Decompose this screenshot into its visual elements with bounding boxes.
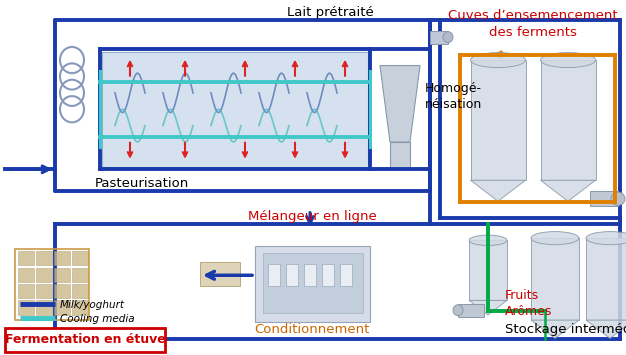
Text: Homogé-
néisation: Homogé- néisation: [425, 82, 482, 111]
Bar: [54, 251, 70, 266]
Text: Pasteurisation: Pasteurisation: [95, 177, 189, 190]
Text: Cooling media: Cooling media: [60, 314, 135, 324]
Bar: [18, 284, 34, 298]
Ellipse shape: [531, 231, 579, 245]
Ellipse shape: [453, 305, 463, 316]
Bar: [36, 284, 52, 298]
Bar: [72, 284, 88, 298]
Polygon shape: [531, 320, 579, 338]
Bar: [18, 251, 34, 266]
Text: Mélangeur en ligne: Mélangeur en ligne: [248, 210, 376, 223]
Ellipse shape: [586, 231, 626, 245]
Bar: [586, 238, 626, 320]
Text: Cuves d’ensemencement
des ferments: Cuves d’ensemencement des ferments: [448, 9, 618, 39]
Ellipse shape: [540, 53, 595, 67]
Polygon shape: [586, 320, 626, 338]
Bar: [322, 264, 334, 286]
Bar: [36, 300, 52, 315]
Bar: [72, 300, 88, 315]
Text: Fruits
Arômes: Fruits Arômes: [505, 289, 552, 318]
Bar: [469, 240, 507, 300]
Text: Fermentation en étuve: Fermentation en étuve: [4, 333, 165, 346]
Bar: [286, 264, 298, 286]
Bar: [255, 246, 370, 322]
Bar: [15, 249, 89, 320]
Bar: [36, 251, 52, 266]
Bar: [540, 60, 595, 180]
Bar: [340, 264, 352, 286]
Text: Lait prétraité: Lait prétraité: [287, 6, 373, 18]
Polygon shape: [471, 180, 525, 201]
Bar: [430, 31, 448, 44]
Bar: [590, 191, 618, 207]
Bar: [263, 253, 363, 313]
Bar: [72, 268, 88, 282]
Bar: [304, 264, 316, 286]
Bar: [471, 60, 525, 180]
Bar: [54, 268, 70, 282]
Ellipse shape: [443, 32, 453, 43]
Ellipse shape: [469, 235, 507, 246]
Bar: [458, 304, 484, 317]
Ellipse shape: [471, 53, 525, 67]
Bar: [36, 268, 52, 282]
Text: Conditionnement: Conditionnement: [254, 323, 370, 337]
Bar: [18, 268, 34, 282]
Polygon shape: [540, 180, 595, 201]
FancyBboxPatch shape: [5, 328, 165, 352]
Polygon shape: [380, 66, 420, 142]
Bar: [531, 238, 579, 320]
Polygon shape: [469, 300, 507, 315]
Bar: [200, 262, 240, 286]
Bar: [390, 142, 410, 169]
Bar: [102, 53, 368, 167]
Bar: [54, 300, 70, 315]
Bar: [72, 251, 88, 266]
Bar: [54, 284, 70, 298]
Text: Stockage intermédiaire: Stockage intermédiaire: [505, 323, 626, 337]
Ellipse shape: [611, 192, 625, 205]
Bar: [18, 300, 34, 315]
Bar: [268, 264, 280, 286]
Text: Milk/yoghurt: Milk/yoghurt: [60, 300, 125, 310]
